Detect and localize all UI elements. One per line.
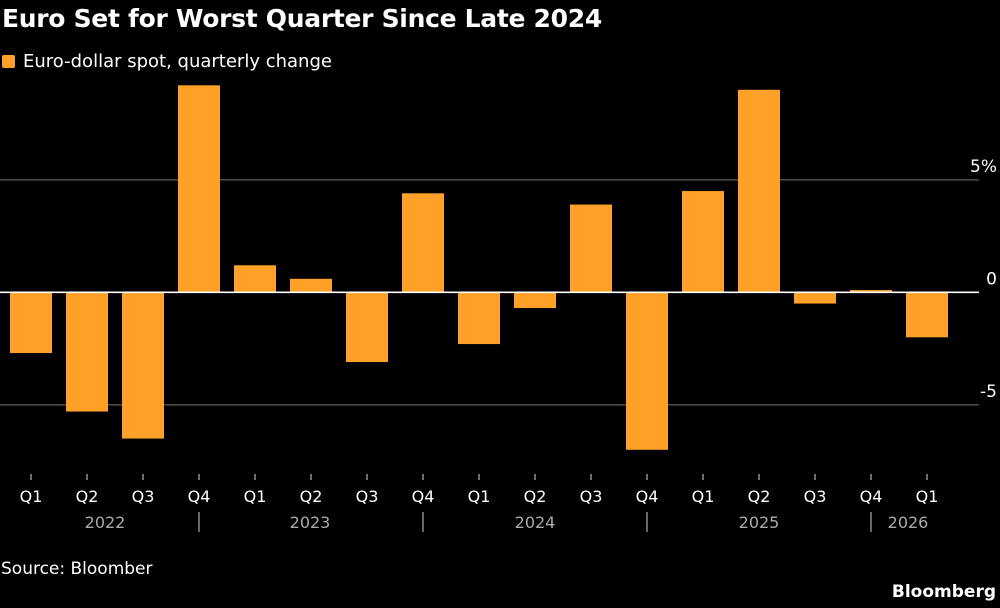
y-tick-label: 0 [986, 269, 997, 289]
x-tick-label: Q2 [748, 487, 771, 506]
x-tick-label: Q3 [356, 487, 379, 506]
x-tick-label: Q1 [692, 487, 715, 506]
bar [682, 191, 724, 293]
x-tick-label: Q1 [468, 487, 491, 506]
x-tick-label: Q3 [804, 487, 827, 506]
bar [66, 292, 108, 412]
x-tick-label: Q4 [188, 487, 211, 506]
x-tick-label: Q4 [860, 487, 883, 506]
bar [738, 89, 780, 293]
x-tick-label: Q2 [300, 487, 323, 506]
year-label: 2023 [290, 513, 331, 532]
year-label: 2024 [515, 513, 556, 532]
bar [850, 290, 892, 293]
legend-label: Euro-dollar spot, quarterly change [23, 51, 332, 72]
bar [10, 292, 52, 354]
bar [346, 292, 388, 363]
x-tick-label: Q4 [412, 487, 435, 506]
year-label: 2026 [888, 513, 929, 532]
y-tick-label: 5% [970, 157, 997, 177]
legend-swatch [2, 55, 15, 68]
bloomberg-logo: Bloomberg [891, 582, 996, 602]
x-tick-label: Q4 [636, 487, 659, 506]
x-tick-label: Q1 [20, 487, 43, 506]
bar [290, 278, 332, 293]
legend: Euro-dollar spot, quarterly change [2, 51, 332, 72]
source-note: Source: Bloomber [1, 559, 153, 579]
bar [402, 193, 444, 293]
bar [178, 85, 220, 293]
x-tick-label: Q3 [132, 487, 155, 506]
x-tick-label: Q1 [916, 487, 939, 506]
x-tick-label: Q2 [524, 487, 547, 506]
year-label: 2025 [739, 513, 780, 532]
x-tick-label: Q1 [244, 487, 267, 506]
y-tick-label: -5 [980, 382, 997, 402]
bar [794, 292, 836, 304]
bar [570, 204, 612, 293]
x-tick-label: Q3 [580, 487, 603, 506]
year-label: 2022 [85, 513, 126, 532]
bar [234, 265, 276, 293]
chart-title: Euro Set for Worst Quarter Since Late 20… [2, 4, 602, 33]
bar [906, 292, 948, 338]
bar [122, 292, 164, 439]
bar [514, 292, 556, 309]
x-tick-label: Q2 [76, 487, 99, 506]
bar [626, 292, 668, 450]
bar [458, 292, 500, 345]
